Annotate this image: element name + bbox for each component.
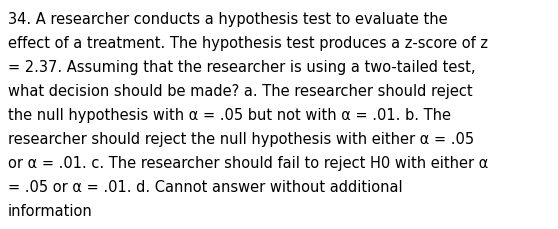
Text: = .05 or α = .01. d. Cannot answer without additional: = .05 or α = .01. d. Cannot answer witho… [8, 179, 403, 194]
Text: 34. A researcher conducts a hypothesis test to evaluate the: 34. A researcher conducts a hypothesis t… [8, 12, 448, 27]
Text: effect of a treatment. The hypothesis test produces a z-score of z: effect of a treatment. The hypothesis te… [8, 36, 488, 51]
Text: the null hypothesis with α = .05 but not with α = .01. b. The: the null hypothesis with α = .05 but not… [8, 108, 451, 123]
Text: information: information [8, 203, 93, 218]
Text: researcher should reject the null hypothesis with either α = .05: researcher should reject the null hypoth… [8, 131, 474, 146]
Text: or α = .01. c. The researcher should fail to reject H0 with either α: or α = .01. c. The researcher should fai… [8, 155, 488, 170]
Text: what decision should be made? a. The researcher should reject: what decision should be made? a. The res… [8, 84, 473, 98]
Text: = 2.37. Assuming that the researcher is using a two-tailed test,: = 2.37. Assuming that the researcher is … [8, 60, 475, 75]
